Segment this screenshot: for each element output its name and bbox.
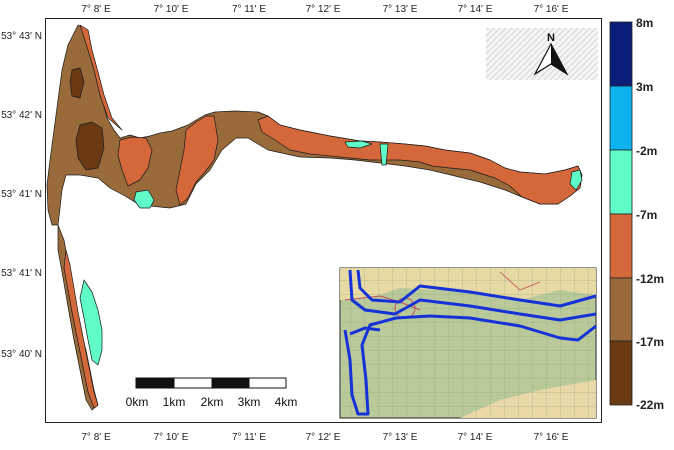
legend-swatch [609, 21, 633, 87]
legend-swatch [609, 85, 633, 151]
legend-swatch [609, 149, 633, 215]
depth-zone-cyan [344, 140, 373, 149]
inset-map [339, 267, 597, 419]
scale-label: 2km [201, 395, 224, 409]
depth-zone-cyan [79, 279, 103, 366]
lat-label: 53° 43' N [1, 31, 42, 42]
lon-labels-bottom: 7° 8' E 7° 10' E 7° 11' E 7° 12' E 7° 13… [81, 432, 568, 443]
scale-label: 0km [126, 395, 149, 409]
lon-label-bottom: 7° 10' E [154, 432, 189, 443]
map-frame [45, 18, 602, 423]
lon-label-bottom: 7° 12' E [306, 432, 341, 443]
legend-swatch [609, 277, 633, 342]
lat-label: 53° 41' N [1, 189, 42, 200]
depth-zone-orange [257, 115, 583, 205]
inset-channel-outline [348, 269, 597, 322]
lat-label: 53° 40' N [1, 349, 42, 360]
scale-label: 4km [275, 395, 298, 409]
legend-label: 3m [636, 80, 653, 94]
north-label: N [547, 32, 555, 44]
depth-zone-dark-brown [69, 67, 85, 99]
legend-label: -22m [636, 398, 664, 412]
lon-label-bottom: 7° 13' E [383, 432, 418, 443]
depth-zone-dark-brown [75, 121, 105, 171]
scale-label: 3km [238, 395, 261, 409]
legend-label: -2m [636, 144, 657, 158]
lat-labels: 53° 43' N 53° 42' N 53° 41' N 53° 41' N … [1, 31, 42, 360]
lat-label: 53° 42' N [1, 110, 42, 121]
lon-label-bottom: 7° 14' E [458, 432, 493, 443]
north-arrow-box: N [486, 28, 598, 80]
lon-label-top: 7° 11' E [232, 4, 266, 15]
lon-label-top: 7° 10' E [154, 4, 189, 15]
legend-label: -7m [636, 208, 657, 222]
depth-zone-orange [117, 136, 153, 187]
lon-label-top: 7° 16' E [534, 4, 569, 15]
lat-label: 53° 41' N [1, 268, 42, 279]
lon-label-top: 7° 8' E [81, 4, 111, 15]
legend-label: -12m [636, 272, 664, 286]
depth-zone-cyan [133, 189, 155, 209]
scale-bar: 0km 1km 2km 3km 4km [126, 377, 298, 409]
legend-label: -17m [636, 335, 664, 349]
depth-zone-orange [79, 24, 123, 131]
depth-zone-orange [63, 249, 99, 409]
lon-label-bottom: 7° 16' E [534, 432, 569, 443]
legend-label: 8m [636, 16, 653, 30]
lon-label-top: 7° 13' E [383, 4, 418, 15]
lon-label-bottom: 7° 11' E [232, 432, 266, 443]
depth-zone-orange [175, 115, 219, 206]
lon-labels-top: 7° 8' E 7° 10' E 7° 11' E 7° 12' E 7° 13… [81, 4, 568, 15]
depth-zone-cyan [379, 143, 389, 166]
lon-label-top: 7° 14' E [458, 4, 493, 15]
lon-label-top: 7° 12' E [306, 4, 341, 15]
scale-label: 1km [163, 395, 186, 409]
legend-swatch [609, 340, 633, 406]
depth-zone-cyan [569, 169, 583, 191]
lon-label-bottom: 7° 8' E [81, 432, 111, 443]
depth-legend: 8m 3m -2m -7m -12m -17m -22m [609, 16, 664, 412]
legend-swatch [609, 213, 633, 279]
depth-map [46, 24, 583, 411]
